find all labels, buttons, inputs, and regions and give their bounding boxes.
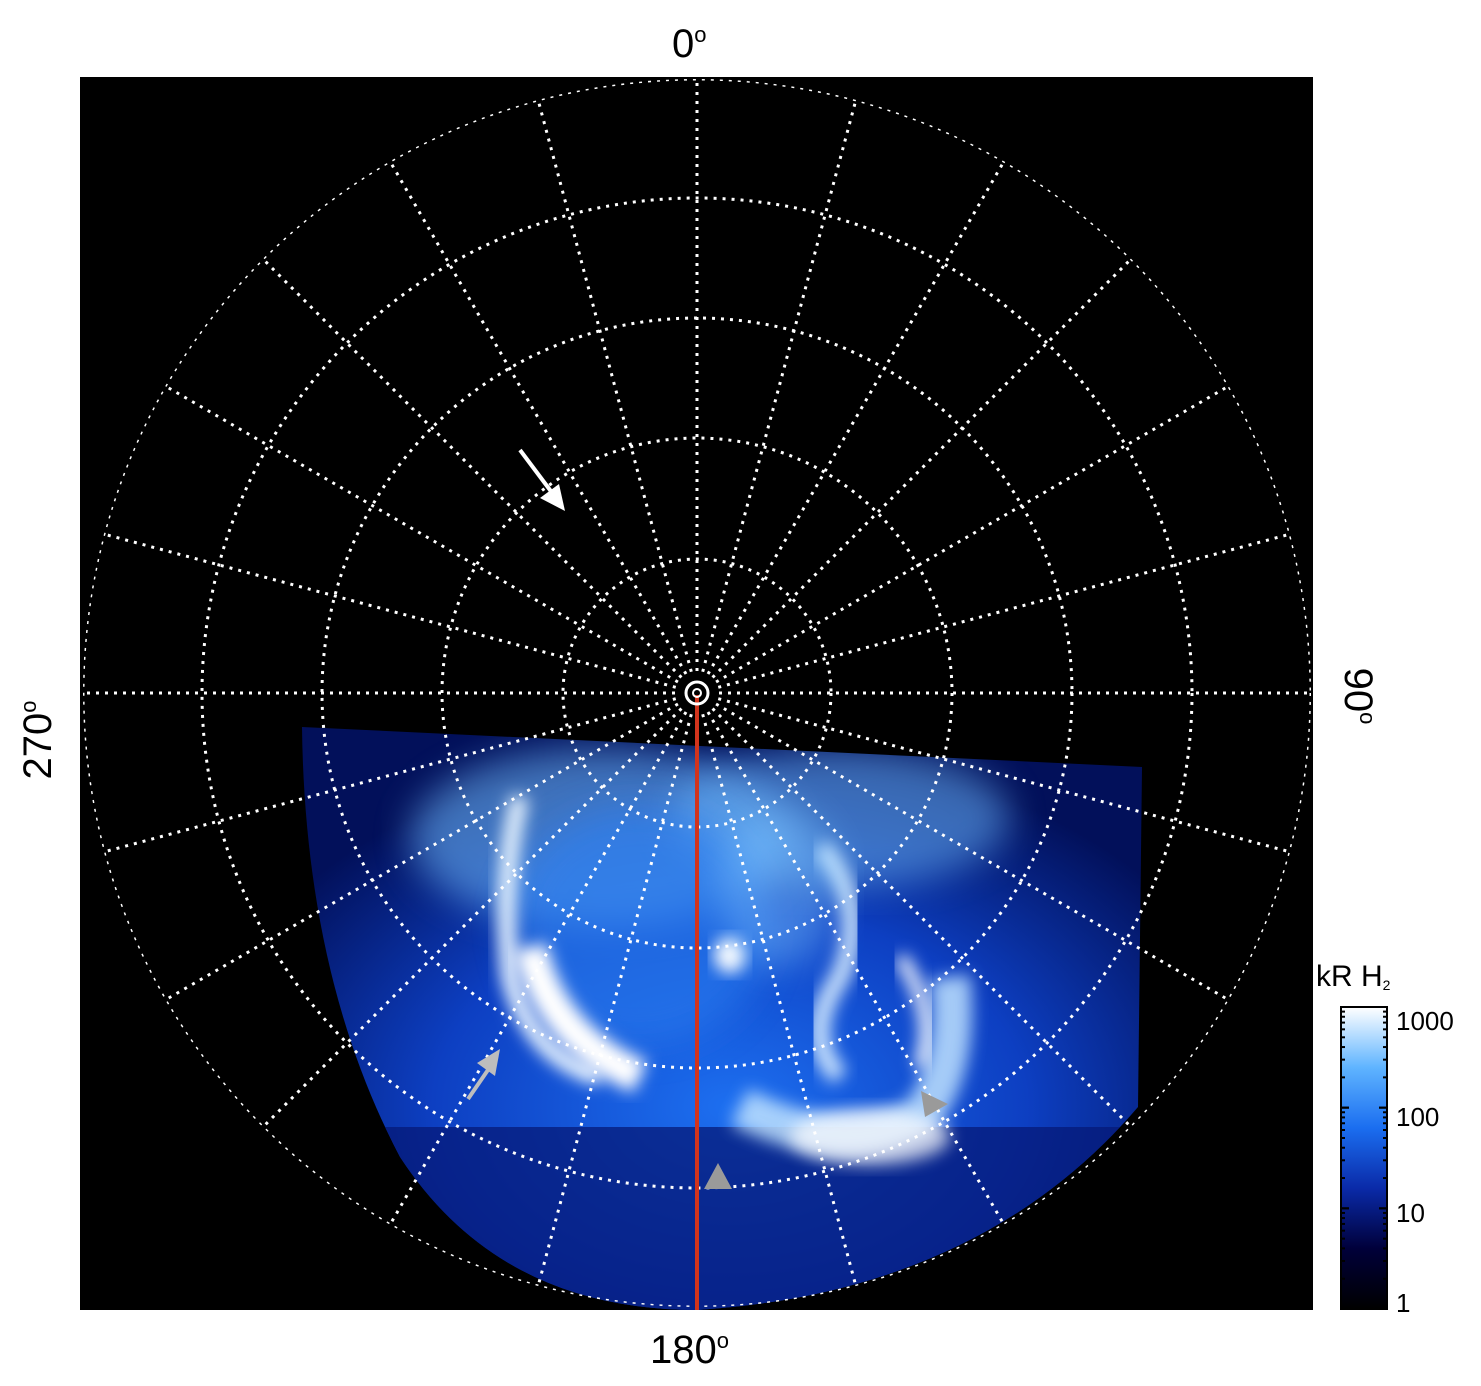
meridian-line <box>243 239 683 679</box>
gray-arrow-left <box>466 1049 500 1101</box>
latitude-circle <box>561 557 833 829</box>
meridian-line <box>141 702 679 1015</box>
colorbar-tick-label-10: 10 <box>1396 1198 1425 1228</box>
colorbar-tick-marks <box>1341 1006 1387 1310</box>
meridian-line <box>717 697 1311 861</box>
meridian-line <box>529 79 693 673</box>
latitude-longitude-grid <box>83 79 1311 1307</box>
meridian-line <box>706 711 1019 1249</box>
meridian-line <box>715 702 1253 1015</box>
meridian-line <box>701 79 865 673</box>
latitude-circle <box>200 196 1194 1190</box>
meridian-line <box>711 707 1151 1147</box>
longitude-label-right: 90o <box>1336 667 1380 725</box>
longitude-label-top: 0o <box>672 22 707 66</box>
colorbar-gradient <box>1340 1006 1388 1310</box>
gray-arrow-right <box>921 1091 948 1117</box>
meridian-line <box>83 525 677 689</box>
meridian-line <box>243 707 683 1147</box>
white-arrow <box>518 448 565 511</box>
meridian-line <box>701 713 865 1307</box>
gray-arrow-bottom <box>704 1163 732 1189</box>
colorbar-tick-label-1: 1 <box>1396 1288 1411 1318</box>
latitude-circle <box>440 436 954 950</box>
meridian-line <box>715 371 1253 684</box>
colorbar <box>1340 1006 1388 1310</box>
meridian-line <box>717 525 1311 689</box>
meridian-line <box>706 137 1019 675</box>
colorbar-tick-label-100: 100 <box>1396 1102 1440 1132</box>
meridian-line <box>529 713 693 1307</box>
longitude-label-left: 270o <box>16 700 60 780</box>
longitude-label-bottom: 180o <box>650 1328 729 1372</box>
meridian-line <box>141 371 679 684</box>
colorbar-title: kR H2 <box>1316 960 1391 993</box>
meridian-line <box>375 711 688 1249</box>
meridian-line <box>375 137 688 675</box>
meridian-line <box>83 697 677 861</box>
pole-marker <box>684 680 710 706</box>
colorbar-tick-label-1000: 1000 <box>1396 1006 1454 1036</box>
polar-projection-image <box>80 77 1313 1310</box>
aurora-emission <box>302 727 1142 1310</box>
meridian-line <box>711 239 1151 679</box>
